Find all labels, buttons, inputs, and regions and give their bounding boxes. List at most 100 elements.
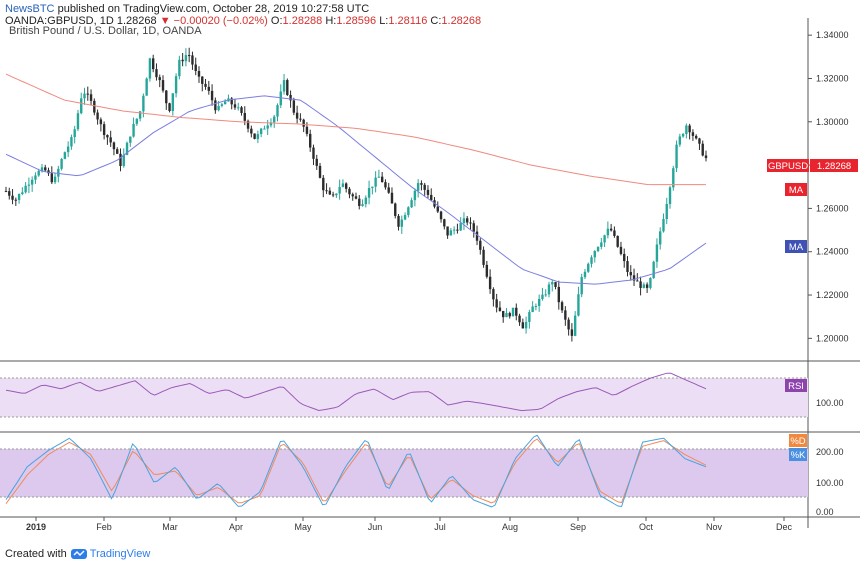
- tradingview-logo-icon: [70, 549, 87, 559]
- ma-slow-line: [5, 73, 706, 186]
- candle-body: [466, 218, 469, 223]
- candle-body: [505, 313, 508, 318]
- candle-body: [37, 170, 40, 176]
- candle-body: [191, 55, 194, 65]
- candle-body: [145, 78, 148, 96]
- candle-body: [99, 119, 103, 125]
- candle-body: [583, 271, 587, 278]
- stoch-tick-label: 0.00: [816, 507, 834, 517]
- open-label: O:: [270, 15, 283, 27]
- candle-body: [642, 284, 646, 288]
- candle-body: [632, 275, 636, 281]
- rsi-pane[interactable]: [0, 372, 808, 418]
- candle-body: [344, 183, 348, 189]
- candle-body: [168, 103, 171, 111]
- candle-body: [675, 144, 678, 169]
- change-arrow-icon: ▼: [159, 15, 171, 27]
- candle-body: [299, 118, 302, 120]
- candle-body: [531, 306, 534, 313]
- candle-body: [132, 123, 135, 137]
- candle-body: [430, 194, 433, 201]
- time-tick-label: 2019: [26, 522, 46, 532]
- last-price: 1.28268: [116, 15, 157, 27]
- tradingview-logo[interactable]: TradingView: [70, 548, 151, 560]
- candle-body: [269, 122, 273, 126]
- candle-body: [8, 191, 11, 196]
- candle-body: [704, 155, 708, 159]
- rsi-line: [5, 372, 707, 412]
- candle-body: [220, 104, 224, 106]
- candle-body: [174, 76, 178, 94]
- time-tick-label: Jul: [434, 522, 446, 532]
- candle-body: [479, 240, 482, 250]
- candle-body: [27, 184, 31, 186]
- candle-body: [557, 286, 561, 303]
- ma-fast-tag-text: MA: [789, 242, 804, 253]
- candle-body: [645, 284, 649, 288]
- candle-body: [606, 228, 610, 236]
- ma-slow-tag: MA: [785, 183, 807, 196]
- candle-body: [387, 187, 390, 193]
- candle-body: [233, 104, 237, 108]
- candle-body: [541, 294, 544, 299]
- tradingview-brand: TradingView: [89, 548, 151, 560]
- candle-body: [11, 195, 14, 200]
- candle-body: [328, 190, 332, 195]
- published-text: published on TradingView.com, October 28…: [57, 3, 370, 15]
- candle-body: [691, 132, 695, 136]
- candle-body: [672, 168, 675, 188]
- price-chart[interactable]: 1.340001.320001.300001.280001.260001.240…: [0, 18, 860, 546]
- candle-body: [214, 100, 217, 111]
- candle-body: [626, 261, 629, 273]
- candle-body: [495, 299, 498, 308]
- rsi-band: [0, 378, 808, 417]
- candle-body: [534, 305, 538, 307]
- candle-body: [122, 154, 125, 167]
- time-tick-label: Nov: [706, 522, 723, 532]
- candle-body: [662, 219, 665, 232]
- candle-body: [93, 100, 96, 113]
- stoch-tick-label: 100.00: [816, 478, 844, 488]
- candle-body: [338, 186, 341, 194]
- candle-body: [596, 246, 600, 251]
- high-label: H:: [325, 15, 337, 27]
- candle-body: [24, 185, 27, 193]
- rsi-tag-bg: [785, 379, 807, 392]
- time-tick-label: Feb: [96, 522, 112, 532]
- candle-body: [652, 261, 655, 278]
- candle-body: [521, 322, 525, 329]
- candle-body: [83, 93, 86, 99]
- candle-body: [361, 204, 364, 206]
- candle-body: [40, 167, 44, 171]
- candle-body: [201, 76, 204, 84]
- candle-body: [413, 190, 417, 201]
- candle-body: [492, 289, 495, 300]
- candle-body: [335, 193, 338, 196]
- price-value-tag-bg: [810, 159, 858, 172]
- candle-body: [407, 207, 410, 216]
- stochastic-pane[interactable]: [0, 434, 808, 508]
- candle-body: [488, 276, 492, 290]
- candle-body: [564, 310, 567, 320]
- price-symbol-tag-bg: [767, 159, 809, 172]
- candle-body: [472, 223, 475, 232]
- candle-body: [416, 183, 420, 191]
- candle-body: [485, 264, 489, 277]
- time-tick-label: Sep: [570, 522, 586, 532]
- candle-body: [688, 125, 691, 133]
- candle-body: [70, 137, 73, 147]
- candle-body: [348, 188, 351, 195]
- symbol-label: OANDA:GBPUSD, 1D: [5, 15, 114, 27]
- candle-body: [318, 165, 322, 178]
- candle-body: [459, 222, 462, 231]
- time-tick-label: Aug: [502, 522, 518, 532]
- publisher-name[interactable]: NewsBTC: [5, 3, 55, 15]
- candle-body: [148, 58, 152, 79]
- price-pane[interactable]: [4, 47, 708, 342]
- candle-body: [237, 107, 240, 109]
- candle-body: [439, 211, 443, 220]
- candle-body: [518, 315, 521, 323]
- candle-body: [279, 91, 282, 106]
- candle-body: [593, 250, 596, 258]
- candle-body: [649, 277, 652, 288]
